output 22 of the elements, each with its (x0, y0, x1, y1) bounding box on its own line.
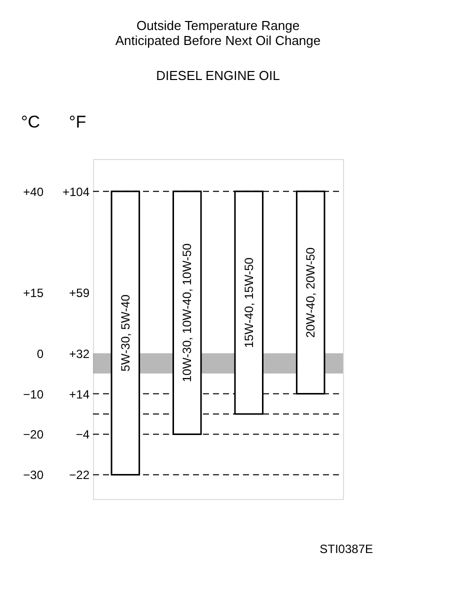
y-tick-label: −20 (23, 428, 44, 442)
y-axis-title: °C (20, 112, 40, 132)
y2-tick-label: +59 (69, 286, 90, 300)
y2-tick-label: +104 (62, 184, 90, 199)
y2-tick-label: +32 (69, 346, 90, 361)
y2-tick-label: +14 (69, 387, 90, 402)
y2-tick-label: −4 (76, 428, 90, 442)
y2-tick-label: −22 (69, 468, 90, 482)
x-tick-label: 20W-40, 20W-50 (304, 247, 318, 338)
chart-subtitle: DIESEL ENGINE OIL (156, 68, 280, 83)
text: Anticipated Before Next Oil Change (115, 33, 321, 48)
y-tick-label: +40 (23, 184, 44, 199)
x-tick-label: 10W-30, 10W-40, 10W-50 (180, 243, 194, 382)
y-tick-label: −30 (23, 468, 44, 482)
y-tick-label: +15 (23, 286, 44, 300)
y-tick-label: −10 (23, 387, 44, 402)
x-tick-label: 15W-40, 15W-50 (242, 257, 256, 348)
y2-axis-title: °F (68, 112, 86, 132)
x-tick-label: 5W-30, 5W-40 (118, 294, 132, 372)
y-tick-label: 0 (36, 346, 44, 361)
text: Outside Temperature Range (136, 18, 300, 33)
text: STI0387E (320, 542, 373, 556)
